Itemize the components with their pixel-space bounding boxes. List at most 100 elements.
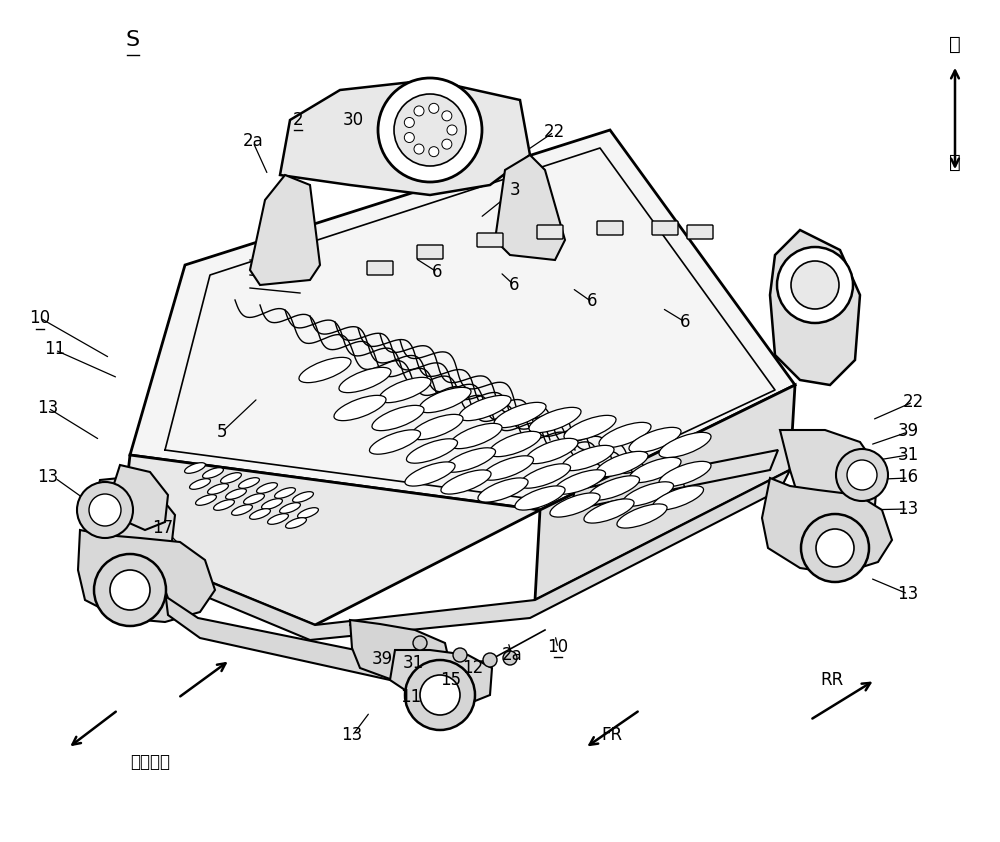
Ellipse shape bbox=[257, 482, 277, 493]
Ellipse shape bbox=[659, 461, 711, 487]
Ellipse shape bbox=[564, 415, 616, 440]
Text: 12: 12 bbox=[462, 658, 484, 677]
Ellipse shape bbox=[526, 439, 578, 464]
Polygon shape bbox=[770, 230, 860, 385]
Ellipse shape bbox=[339, 367, 391, 392]
Ellipse shape bbox=[190, 479, 210, 489]
Ellipse shape bbox=[419, 387, 471, 413]
Ellipse shape bbox=[203, 467, 223, 478]
Polygon shape bbox=[780, 430, 878, 515]
Text: 39: 39 bbox=[897, 422, 919, 440]
Text: S: S bbox=[126, 30, 140, 51]
Ellipse shape bbox=[298, 508, 318, 519]
Polygon shape bbox=[165, 590, 395, 680]
FancyBboxPatch shape bbox=[417, 245, 443, 259]
Text: 39: 39 bbox=[371, 650, 393, 669]
Ellipse shape bbox=[599, 423, 651, 448]
Polygon shape bbox=[570, 450, 778, 510]
Ellipse shape bbox=[196, 495, 216, 505]
Ellipse shape bbox=[185, 463, 205, 473]
Circle shape bbox=[89, 494, 121, 526]
Text: 15: 15 bbox=[440, 671, 462, 690]
Text: 6: 6 bbox=[509, 275, 519, 294]
Text: 5: 5 bbox=[217, 423, 227, 441]
Circle shape bbox=[442, 139, 452, 149]
Text: 13: 13 bbox=[37, 398, 59, 417]
Ellipse shape bbox=[562, 445, 614, 471]
Text: 13: 13 bbox=[897, 500, 919, 519]
Ellipse shape bbox=[214, 499, 234, 510]
Polygon shape bbox=[90, 478, 175, 570]
Text: 6: 6 bbox=[587, 292, 597, 311]
Ellipse shape bbox=[232, 504, 252, 515]
Circle shape bbox=[77, 482, 133, 538]
Ellipse shape bbox=[369, 429, 421, 454]
Ellipse shape bbox=[275, 488, 295, 498]
Ellipse shape bbox=[208, 483, 228, 494]
Polygon shape bbox=[112, 465, 168, 530]
FancyBboxPatch shape bbox=[652, 221, 678, 235]
FancyBboxPatch shape bbox=[687, 225, 713, 239]
Text: 13: 13 bbox=[37, 468, 59, 487]
Polygon shape bbox=[280, 80, 530, 195]
Circle shape bbox=[801, 514, 869, 582]
Text: FR: FR bbox=[601, 726, 623, 744]
Text: 下: 下 bbox=[949, 153, 961, 172]
FancyBboxPatch shape bbox=[537, 225, 563, 239]
Ellipse shape bbox=[293, 492, 313, 503]
Circle shape bbox=[791, 261, 839, 309]
Polygon shape bbox=[535, 385, 795, 600]
Ellipse shape bbox=[652, 486, 704, 510]
Polygon shape bbox=[390, 650, 492, 705]
Text: 11: 11 bbox=[400, 688, 422, 706]
Ellipse shape bbox=[629, 457, 681, 482]
Circle shape bbox=[483, 653, 497, 667]
Ellipse shape bbox=[239, 477, 259, 488]
FancyBboxPatch shape bbox=[477, 233, 503, 247]
Ellipse shape bbox=[280, 503, 300, 514]
Text: 22: 22 bbox=[902, 392, 924, 411]
Circle shape bbox=[777, 247, 853, 323]
Ellipse shape bbox=[489, 431, 541, 456]
Circle shape bbox=[847, 460, 877, 490]
Ellipse shape bbox=[244, 493, 264, 504]
Ellipse shape bbox=[411, 414, 463, 440]
Ellipse shape bbox=[494, 402, 546, 428]
Circle shape bbox=[378, 78, 482, 182]
Ellipse shape bbox=[515, 486, 565, 510]
Ellipse shape bbox=[519, 464, 571, 488]
Text: 10: 10 bbox=[547, 637, 569, 656]
Ellipse shape bbox=[629, 428, 681, 453]
Circle shape bbox=[442, 111, 452, 121]
Polygon shape bbox=[78, 530, 215, 622]
Circle shape bbox=[429, 147, 439, 157]
Circle shape bbox=[404, 118, 414, 127]
Text: 31: 31 bbox=[897, 445, 919, 464]
Text: 10: 10 bbox=[29, 309, 51, 328]
Text: 2a: 2a bbox=[502, 646, 522, 664]
Circle shape bbox=[414, 106, 424, 116]
Polygon shape bbox=[118, 470, 790, 640]
Ellipse shape bbox=[221, 472, 241, 483]
Circle shape bbox=[414, 144, 424, 154]
Text: 31: 31 bbox=[402, 654, 424, 673]
Polygon shape bbox=[350, 620, 450, 690]
Text: 6: 6 bbox=[432, 263, 442, 281]
Ellipse shape bbox=[286, 518, 306, 528]
Ellipse shape bbox=[268, 514, 288, 525]
Ellipse shape bbox=[450, 424, 502, 449]
Text: 6: 6 bbox=[680, 312, 690, 331]
Circle shape bbox=[816, 529, 854, 567]
Text: 11: 11 bbox=[44, 340, 66, 359]
Ellipse shape bbox=[622, 482, 674, 506]
Ellipse shape bbox=[226, 488, 246, 499]
Circle shape bbox=[94, 554, 166, 626]
Polygon shape bbox=[495, 155, 565, 260]
Circle shape bbox=[447, 125, 457, 135]
Text: 30: 30 bbox=[342, 111, 364, 130]
Text: 2: 2 bbox=[293, 110, 303, 129]
Ellipse shape bbox=[478, 478, 528, 502]
Text: 17: 17 bbox=[152, 519, 174, 537]
Ellipse shape bbox=[441, 470, 491, 494]
FancyBboxPatch shape bbox=[367, 261, 393, 275]
